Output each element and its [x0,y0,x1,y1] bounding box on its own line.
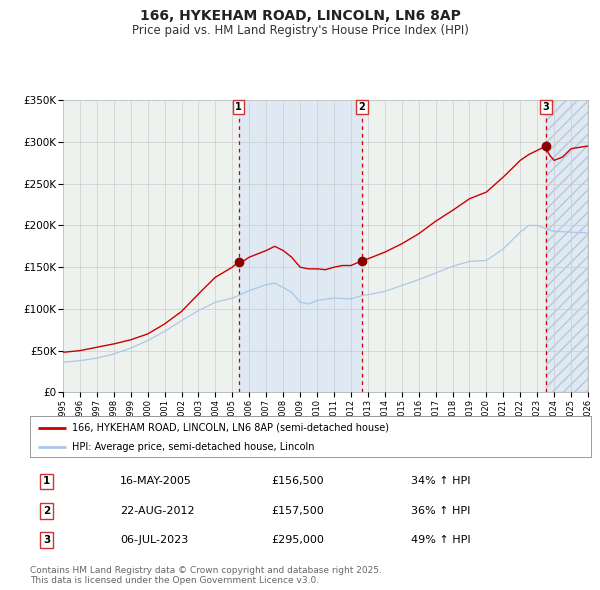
Bar [546,100,588,392]
Text: Price paid vs. HM Land Registry's House Price Index (HPI): Price paid vs. HM Land Registry's House … [131,24,469,37]
Text: 1: 1 [43,477,50,486]
Text: £156,500: £156,500 [271,477,324,486]
Text: 3: 3 [43,535,50,545]
Text: 16-MAY-2005: 16-MAY-2005 [120,477,191,486]
Text: 06-JUL-2023: 06-JUL-2023 [120,535,188,545]
Text: 166, HYKEHAM ROAD, LINCOLN, LN6 8AP (semi-detached house): 166, HYKEHAM ROAD, LINCOLN, LN6 8AP (sem… [72,422,389,432]
Text: 3: 3 [542,102,549,112]
Bar [546,100,588,392]
Text: 2: 2 [358,102,365,112]
Text: HPI: Average price, semi-detached house, Lincoln: HPI: Average price, semi-detached house,… [72,442,314,452]
Text: £295,000: £295,000 [271,535,324,545]
Text: 34% ↑ HPI: 34% ↑ HPI [412,477,471,486]
Text: 2: 2 [43,506,50,516]
Text: 166, HYKEHAM ROAD, LINCOLN, LN6 8AP: 166, HYKEHAM ROAD, LINCOLN, LN6 8AP [140,9,460,23]
Text: 22-AUG-2012: 22-AUG-2012 [120,506,194,516]
Text: Contains HM Land Registry data © Crown copyright and database right 2025.
This d: Contains HM Land Registry data © Crown c… [30,566,382,585]
Text: 49% ↑ HPI: 49% ↑ HPI [412,535,471,545]
Text: £157,500: £157,500 [271,506,324,516]
Text: 36% ↑ HPI: 36% ↑ HPI [412,506,471,516]
Bar [239,100,362,392]
Text: 1: 1 [235,102,242,112]
